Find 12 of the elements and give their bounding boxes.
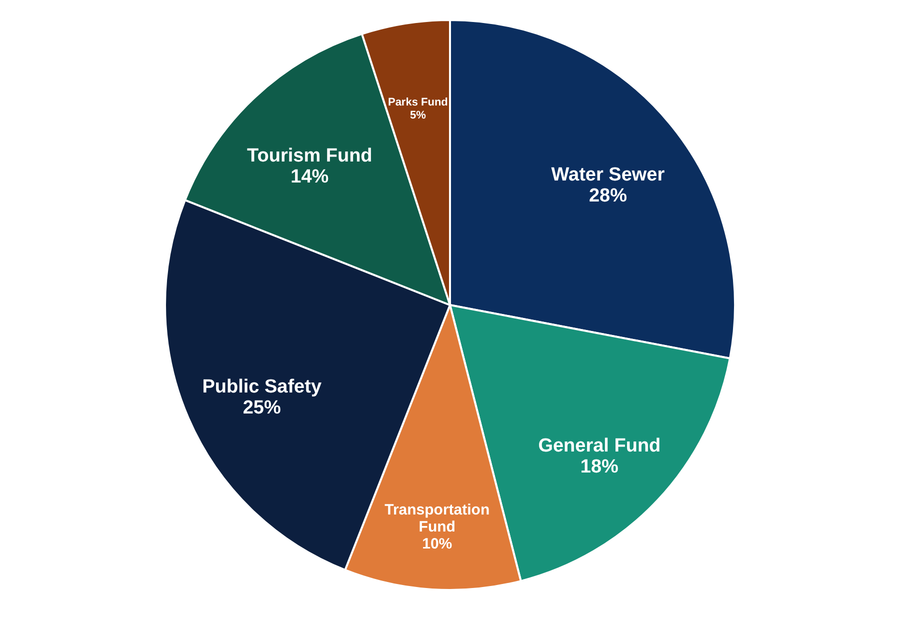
data-label: 18% xyxy=(580,456,619,478)
slice-label: Transportation Fund xyxy=(384,502,490,536)
data-label: 25% xyxy=(242,397,281,418)
data-label: 5% xyxy=(410,110,426,122)
data-label: 28% xyxy=(588,185,628,206)
slice-label: Tourism Fund xyxy=(247,146,372,167)
slice-label: General Fund xyxy=(538,435,661,456)
data-label: 10% xyxy=(422,536,452,553)
slice-label: Parks Fund xyxy=(388,96,448,109)
data-label: 14% xyxy=(290,166,329,188)
slice-label: Public Safety xyxy=(202,376,322,398)
slice-label: Water Sewer xyxy=(551,164,666,186)
